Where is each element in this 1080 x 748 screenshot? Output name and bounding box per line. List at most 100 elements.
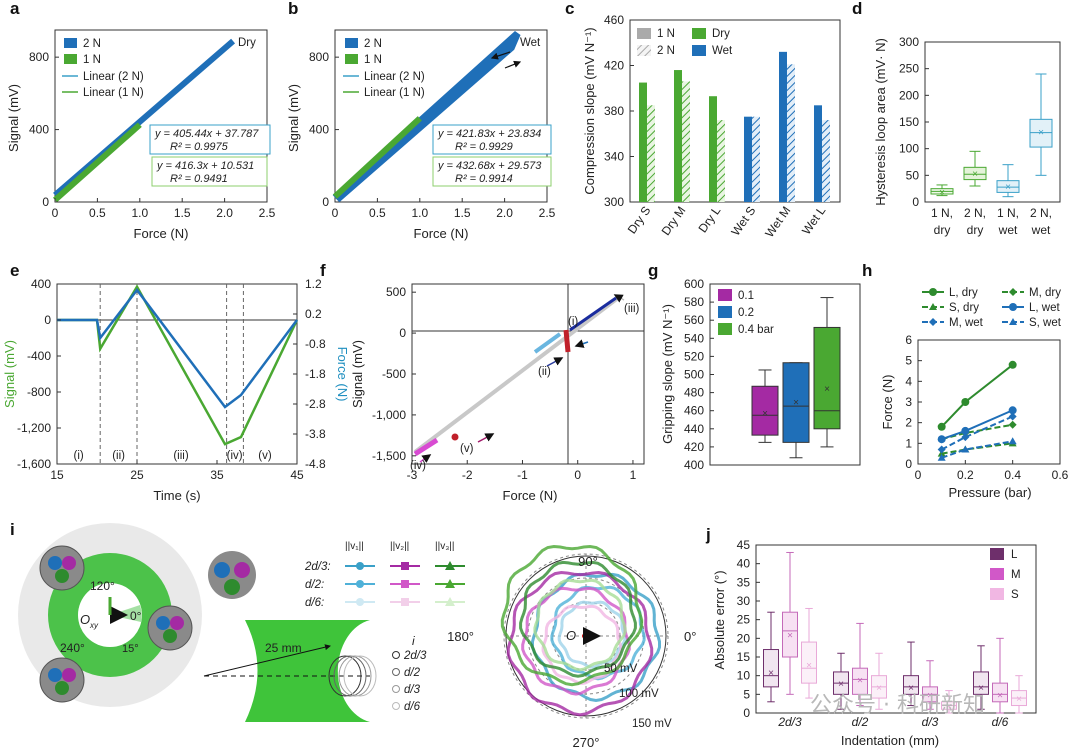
panel-c-xtick-label: Wet M xyxy=(762,204,793,240)
panel-label-b: b xyxy=(288,0,298,18)
panel-j-box xyxy=(852,667,868,695)
panel-f-grey-trace xyxy=(413,296,620,454)
panel-g-ytick-label: 580 xyxy=(684,295,704,309)
panel-f-yticks: 500 0 -500 -1,000 -1,500 xyxy=(372,285,416,463)
angle-240: 240° xyxy=(60,641,85,655)
panel-c-bar-2n xyxy=(682,81,690,202)
panel-d-mean-marker: × xyxy=(1038,128,1044,139)
panel-g-ytick-label: 440 xyxy=(684,422,704,436)
panel-label-i: i xyxy=(10,520,15,539)
panel-h-point xyxy=(937,445,946,454)
panel-j-ytick-label: 25 xyxy=(737,613,751,627)
panel-f-xtick-label: 1 xyxy=(630,468,637,482)
panel-h-legend-marker xyxy=(1009,318,1017,325)
panel-b-xtick-label: 1.5 xyxy=(454,206,471,220)
vector-legend-marker xyxy=(401,598,409,606)
panel-g-ytick-label: 600 xyxy=(684,277,704,291)
panel-e-ylabel: Signal (mV) xyxy=(2,340,17,408)
polar-ring-150: 150 mV xyxy=(632,718,672,730)
panel-label-g: g xyxy=(648,261,658,280)
panel-g-ytick-label: 540 xyxy=(684,331,704,345)
panel-g-ytick-label: 400 xyxy=(684,458,704,472)
panel-b-arrow-down xyxy=(504,60,522,69)
panel-a-xtick-label: 0.5 xyxy=(89,206,106,220)
panel-h-line xyxy=(941,423,1013,441)
panel-c-bar-1n xyxy=(814,105,822,202)
polar-angle-90: 90° xyxy=(578,554,598,569)
vector-legend-header: ||v₃|| xyxy=(435,541,454,552)
radius-arrow xyxy=(203,644,331,677)
panel-e-y2label: Force (N) xyxy=(335,347,350,402)
panel-h-ytick-label: 6 xyxy=(905,333,912,347)
panel-h-xtick-label: 0.4 xyxy=(1004,468,1021,482)
panel-e-y2-ytick-label: 0.2 xyxy=(305,307,322,321)
panel-j-xtick-label: d/6 xyxy=(992,715,1009,729)
panel-e-y2-ytick-label: -1.8 xyxy=(305,367,326,381)
panel-d-ytick-label: 150 xyxy=(899,115,919,129)
panel-d-ytick-label: 250 xyxy=(899,62,919,76)
panel-h-point xyxy=(961,445,970,453)
panel-h-legend-marker xyxy=(1009,303,1017,311)
panel-h-legend-label: M, dry xyxy=(1029,287,1061,299)
gripper-sensors xyxy=(39,545,193,703)
panel-c-yticks: 300 340 380 420 460 xyxy=(604,13,634,209)
indent-level-marker xyxy=(392,651,400,659)
panel-a-xtick-label: 1.5 xyxy=(174,206,191,220)
panel-b-xlabel: Force (N) xyxy=(414,226,469,241)
panel-f-lightblue-trace xyxy=(533,332,562,354)
vector-legend-marker xyxy=(356,562,364,570)
panel-d-box xyxy=(963,166,987,181)
panel-c-legend-wet: Wet xyxy=(712,45,733,57)
panel-e-signal-line xyxy=(57,284,299,446)
panel-f-red-trace xyxy=(563,329,571,353)
panel-g-legend-02: 0.2 xyxy=(738,307,754,319)
panel-h-lines xyxy=(937,360,1017,461)
sensor-purple-dot xyxy=(62,668,76,682)
panel-e-y2-ytick-label: 1.2 xyxy=(305,277,322,291)
indent-circle xyxy=(343,655,377,697)
panel-e-xtick-label: 45 xyxy=(290,468,304,482)
polar-trace xyxy=(519,560,637,678)
panel-a-chart: 0 0.5 1.0 1.5 2.0 2.5 0 400 800 Force (N) Signa… xyxy=(6,29,276,241)
panel-d-xtick-label-bottom: dry xyxy=(967,223,984,237)
panel-j-mean-marker: × xyxy=(997,690,1003,701)
vector-legend-marker xyxy=(445,561,455,570)
panel-h-legend-label: S, wet xyxy=(1029,317,1062,329)
panel-b-legend-2n: 2 N xyxy=(364,38,382,50)
panel-g-legend-04: 0.4 bar xyxy=(738,324,774,336)
panel-h-ytick-label: 5 xyxy=(905,354,912,368)
panel-c-xtick-label: Dry M xyxy=(659,204,689,238)
panel-a-series-2n xyxy=(53,38,236,198)
panel-h-ytick-label: 4 xyxy=(905,374,912,388)
vector-legend-row: 2d/3: xyxy=(304,561,331,573)
angle-0: 0° xyxy=(130,609,142,623)
panel-f-chart: (i) (ii) (iii) (iv) (v) -3 -2 -1 0 1 500 0 -50… xyxy=(350,283,645,503)
indent-level-label: d/3 xyxy=(404,684,421,696)
vector-legend-marker xyxy=(445,579,455,588)
indent-level-label: d/2 xyxy=(404,667,421,679)
panel-c-bar-2n xyxy=(787,64,795,202)
panel-d-ytick-label: 50 xyxy=(906,168,920,182)
panel-b-xticks: 0 0.5 1.0 1.5 2.0 2.5 xyxy=(332,198,556,220)
panel-b-fit-2n-eq: y = 421.83x + 23.834 xyxy=(437,128,541,140)
panel-c-xtick-label: Dry S xyxy=(625,204,654,237)
panel-label-j: j xyxy=(705,525,711,544)
panel-j-mean-marker: × xyxy=(927,690,933,701)
panel-label-c: c xyxy=(565,0,574,18)
panel-f-label-iii: (iii) xyxy=(624,303,639,315)
panel-d-ytick-label: 200 xyxy=(899,88,919,102)
panel-c-bar-2n xyxy=(717,120,725,202)
panel-e-region-label: (iii) xyxy=(173,450,188,462)
sensor-green-dot xyxy=(163,629,177,643)
panel-b-xtick-label: 0.5 xyxy=(369,206,386,220)
panel-e-ytick-label: -1,200 xyxy=(17,421,51,435)
panel-c-ytick-label: 420 xyxy=(604,59,624,73)
panel-b-ytick-label: 400 xyxy=(309,123,329,137)
panel-c-ylabel: Compression slope (mV N⁻¹) xyxy=(582,27,597,194)
panel-g-mean-marker: × xyxy=(762,409,768,420)
sensor-blue-dot xyxy=(156,616,170,630)
polar-angle-270: 270° xyxy=(573,735,600,748)
panel-j-mean-marker: × xyxy=(838,679,844,690)
vector-legend-marker xyxy=(356,580,364,588)
panel-c-bar-2n xyxy=(822,120,830,202)
